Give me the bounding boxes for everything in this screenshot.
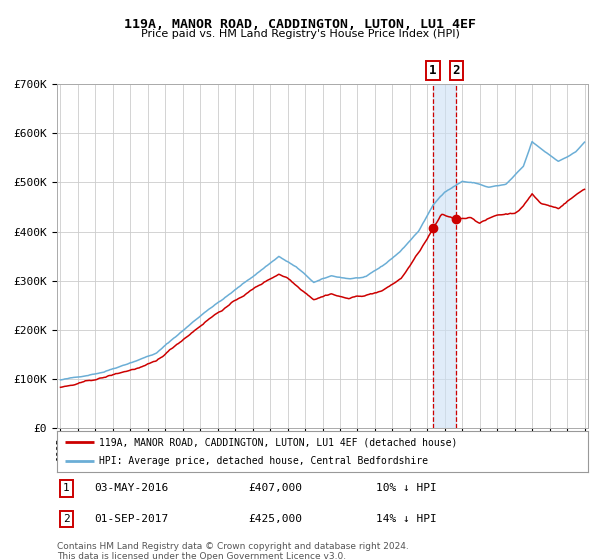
Text: 119A, MANOR ROAD, CADDINGTON, LUTON, LU1 4EF (detached house): 119A, MANOR ROAD, CADDINGTON, LUTON, LU1…	[100, 437, 458, 447]
Text: Contains HM Land Registry data © Crown copyright and database right 2024.
This d: Contains HM Land Registry data © Crown c…	[57, 542, 409, 560]
Text: £425,000: £425,000	[248, 514, 302, 524]
Text: 14% ↓ HPI: 14% ↓ HPI	[376, 514, 436, 524]
Text: 03-MAY-2016: 03-MAY-2016	[94, 483, 169, 493]
Text: HPI: Average price, detached house, Central Bedfordshire: HPI: Average price, detached house, Cent…	[100, 456, 428, 466]
Text: 1: 1	[63, 483, 70, 493]
Text: 01-SEP-2017: 01-SEP-2017	[94, 514, 169, 524]
Text: 119A, MANOR ROAD, CADDINGTON, LUTON, LU1 4EF: 119A, MANOR ROAD, CADDINGTON, LUTON, LU1…	[124, 18, 476, 31]
Text: £407,000: £407,000	[248, 483, 302, 493]
Text: Price paid vs. HM Land Registry's House Price Index (HPI): Price paid vs. HM Land Registry's House …	[140, 29, 460, 39]
Bar	[433, 84, 457, 428]
Text: 2: 2	[63, 514, 70, 524]
Text: 1: 1	[430, 64, 437, 77]
Text: 10% ↓ HPI: 10% ↓ HPI	[376, 483, 436, 493]
Text: 2: 2	[453, 64, 460, 77]
